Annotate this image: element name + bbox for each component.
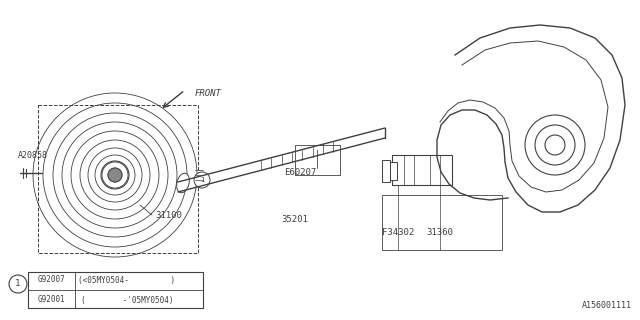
Bar [38,105,198,253]
Circle shape [194,172,210,188]
Bar [382,160,390,182]
Ellipse shape [177,173,189,193]
Text: 1: 1 [200,177,204,183]
Bar [392,155,452,185]
Text: (<05MY0504-         ): (<05MY0504- ) [79,276,175,284]
Text: 1: 1 [15,279,20,289]
Circle shape [9,275,27,293]
Text: A20858: A20858 [18,150,48,159]
Text: 35201: 35201 [282,215,308,224]
Circle shape [108,168,122,182]
Bar [390,162,397,180]
Text: G92007: G92007 [38,276,66,284]
Text: 31360: 31360 [427,228,453,237]
Text: G92001: G92001 [38,295,66,305]
Text: FRONT: FRONT [195,89,222,98]
Text: A156001111: A156001111 [582,301,632,310]
Text: (        -'05MY0504): ( -'05MY0504) [81,295,173,305]
Text: E60207: E60207 [284,168,316,177]
Bar [382,195,502,250]
Text: 31100: 31100 [155,211,182,220]
Bar [28,272,203,308]
Text: F34302: F34302 [382,228,414,237]
